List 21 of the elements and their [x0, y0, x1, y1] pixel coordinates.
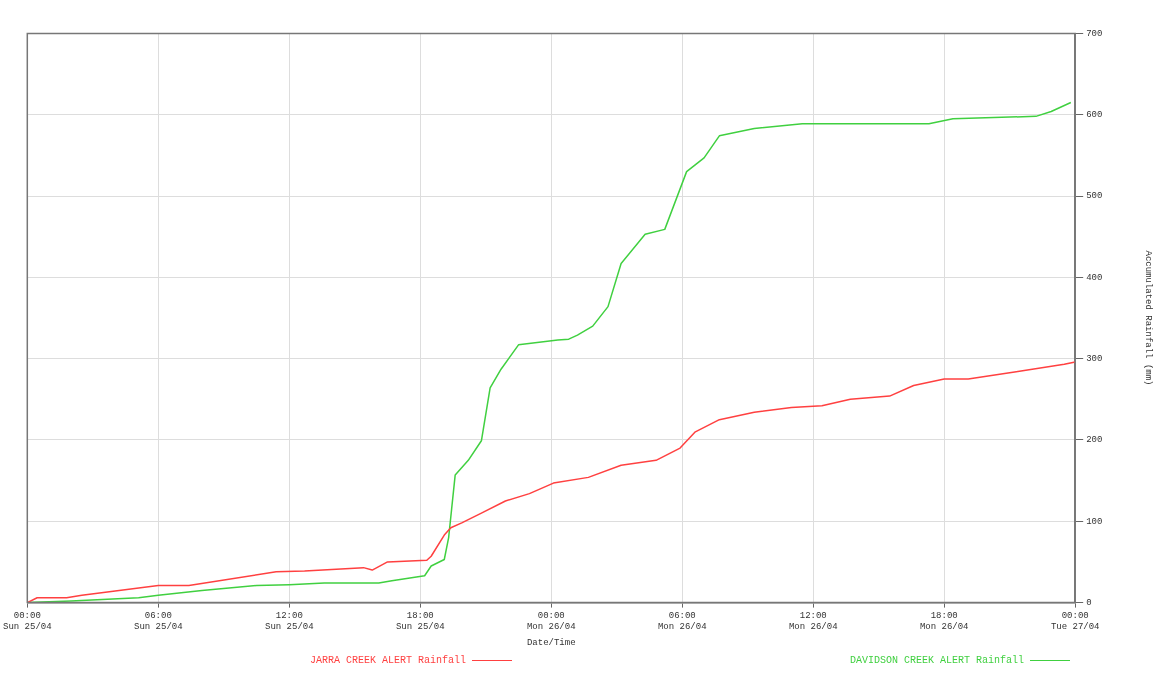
y-tick-label: 0: [1086, 597, 1092, 608]
x-tick-label: 12:00 Mon 26/04: [788, 611, 838, 633]
y-tick-label: 200: [1086, 435, 1103, 446]
y-tick-label: 300: [1086, 354, 1103, 365]
x-tick-label: 00:00 Tue 27/04: [1050, 611, 1100, 633]
y-tick-label: 400: [1086, 272, 1103, 283]
x-tick-label: 06:00 Mon 26/04: [657, 611, 707, 633]
y-tick-label: 100: [1086, 516, 1103, 527]
x-tick-label: 00:00 Mon 26/04: [526, 611, 576, 633]
x-tick-label: 00:00 Sun 25/04: [3, 611, 52, 633]
y-tick-label: 700: [1086, 28, 1103, 39]
y-tick-label: 600: [1086, 110, 1103, 121]
x-tick-label: 12:00 Sun 25/04: [264, 611, 314, 633]
legend-label: JARRA CREEK ALERT Rainfall: [310, 655, 467, 666]
legend-label: DAVIDSON CREEK ALERT Rainfall: [850, 655, 1025, 666]
x-tick-label: 06:00 Sun 25/04: [133, 611, 183, 633]
y-axis-title: Accumulated Rainfall (mm): [1143, 250, 1154, 386]
x-tick-label: 18:00 Mon 26/04: [919, 611, 969, 633]
y-tick-label: 500: [1086, 191, 1103, 202]
x-tick-label: 18:00 Sun 25/04: [395, 611, 445, 633]
x-axis-title: Date/Time: [526, 637, 576, 648]
